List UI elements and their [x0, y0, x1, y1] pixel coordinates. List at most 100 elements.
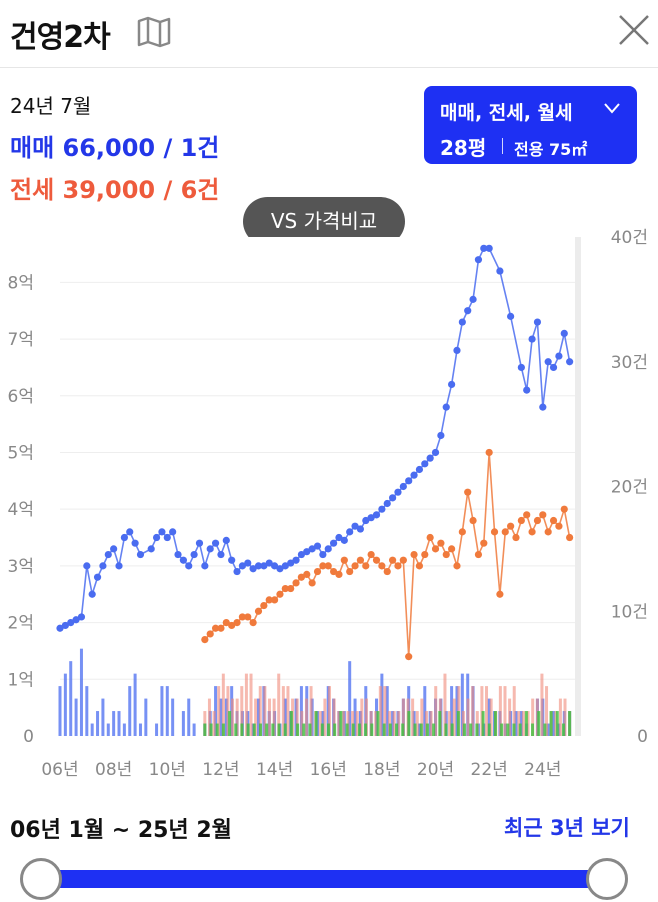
jeonse-volume-bar	[244, 673, 248, 736]
monthly-volume-bar	[265, 723, 269, 736]
jeonse-volume-bar	[309, 686, 313, 736]
sale-point	[169, 528, 177, 536]
sale-volume-bar	[155, 723, 159, 736]
sale-point	[260, 562, 268, 570]
monthly-volume-bar	[388, 723, 392, 736]
price-chart[interactable]: 0 1억 2억 3억 4억 5억 6억 7억 8억 0 10건 20건 30건 40건 06년 08년 10년 1…	[0, 225, 658, 785]
sale-point	[313, 542, 322, 550]
monthly-volume-bar	[296, 723, 300, 736]
jeonse-volume-bar	[323, 698, 327, 736]
sale-volume-bar	[385, 686, 389, 736]
sale-volume-bar	[63, 673, 67, 736]
monthly-volume-bar	[537, 711, 541, 736]
monthly-volume-bar	[314, 711, 318, 736]
date-range-slider[interactable]	[20, 858, 638, 900]
monthly-volume-bar	[425, 723, 429, 736]
jeonse-point	[201, 636, 209, 644]
sale-point	[372, 511, 381, 519]
monthly-volume-bar	[568, 711, 572, 736]
sale-point	[362, 516, 370, 525]
y-left-tick-label: 8억	[8, 273, 34, 293]
monthly-volume-bar	[543, 723, 547, 736]
monthly-volume-bar	[289, 711, 293, 736]
sale-point	[303, 548, 311, 556]
jeonse-point	[313, 567, 322, 576]
x-tick-label: 08년	[95, 760, 132, 780]
sale-volume-bar	[546, 723, 550, 736]
jeonse-volume-bar	[448, 711, 452, 736]
jeonse-point	[501, 528, 509, 536]
jeonse-volume-bar	[531, 698, 535, 736]
jeonse-point	[206, 630, 214, 638]
deal-filter-button[interactable]: 매매, 전세, 월세 28평 전용 75㎡	[424, 86, 637, 164]
jeonse-point	[442, 550, 450, 559]
monthly-volume-bar	[327, 723, 331, 736]
jeonse-point	[490, 528, 499, 536]
sale-point	[270, 562, 279, 570]
jeonse-point	[217, 624, 225, 632]
selected-period: 24년 7월	[10, 94, 92, 118]
sale-point	[265, 559, 273, 567]
jeonse-point	[560, 505, 568, 513]
jeonse-point	[297, 573, 306, 581]
jeonse-point	[276, 590, 284, 598]
monthly-volume-bar	[506, 723, 510, 736]
sale-point	[507, 312, 515, 320]
sale-volume-bar	[353, 698, 357, 736]
monthly-volume-bar	[512, 723, 516, 736]
jeonse-point	[281, 584, 289, 593]
sale-volume-bar	[460, 673, 464, 736]
jeonse-volume-bar	[485, 686, 489, 736]
sale-point	[136, 550, 145, 559]
monthly-volume-bar	[203, 723, 207, 736]
sale-point	[195, 539, 204, 547]
jeonse-point	[415, 562, 424, 570]
sale-volume-bar	[144, 698, 148, 736]
sale-point	[378, 505, 386, 513]
monthly-volume-bar	[524, 711, 528, 736]
jeonse-volume-bar	[337, 711, 341, 736]
sale-point	[201, 562, 209, 570]
jeonse-point	[528, 528, 536, 536]
sale-point	[453, 346, 461, 355]
sale-point	[485, 244, 493, 252]
plot-right-border	[575, 237, 581, 736]
jeonse-point	[367, 550, 375, 559]
y-left-tick-label: 6억	[8, 387, 34, 407]
monthly-volume-bar	[450, 723, 454, 736]
jeonse-volume-bar	[281, 686, 285, 736]
sale-point	[469, 295, 477, 303]
jeonse-point	[372, 556, 381, 564]
jeonse-volume-bar	[411, 698, 415, 736]
sale-point	[448, 380, 456, 389]
sale-point	[437, 431, 445, 440]
sale-point	[152, 533, 161, 542]
jeonse-volume-bar	[563, 698, 567, 736]
monthly-volume-bar	[500, 723, 504, 736]
sale-point	[72, 616, 80, 624]
jeonse-point	[496, 590, 504, 598]
monthly-volume-bar	[463, 723, 467, 736]
map-icon[interactable]	[136, 16, 172, 48]
monthly-volume-bar	[234, 723, 238, 736]
slider-end-handle[interactable]	[586, 858, 628, 900]
area-label: 전용 75㎡	[514, 140, 588, 159]
sale-point	[276, 565, 284, 573]
slider-start-handle[interactable]	[20, 858, 62, 900]
sale-volume-bar	[552, 711, 556, 736]
sale-point	[340, 536, 348, 544]
jeonse-volume-bar	[545, 686, 549, 736]
jeonse-point	[394, 562, 402, 570]
monthly-volume-bar	[357, 723, 361, 736]
monthly-volume-bar	[370, 723, 374, 736]
recent-3-years-button[interactable]: 최근 3년 보기	[504, 816, 630, 840]
sale-point	[351, 522, 359, 530]
sale-point	[517, 363, 525, 372]
close-icon[interactable]	[614, 10, 654, 50]
x-tick-label: 20년	[417, 760, 454, 780]
sale-volume-bar	[117, 711, 121, 736]
jeonse-volume-bar	[272, 698, 276, 736]
y-right-tick-label: 20건	[611, 478, 648, 498]
sale-point	[83, 562, 91, 570]
jeonse-volume-bar	[286, 686, 290, 736]
